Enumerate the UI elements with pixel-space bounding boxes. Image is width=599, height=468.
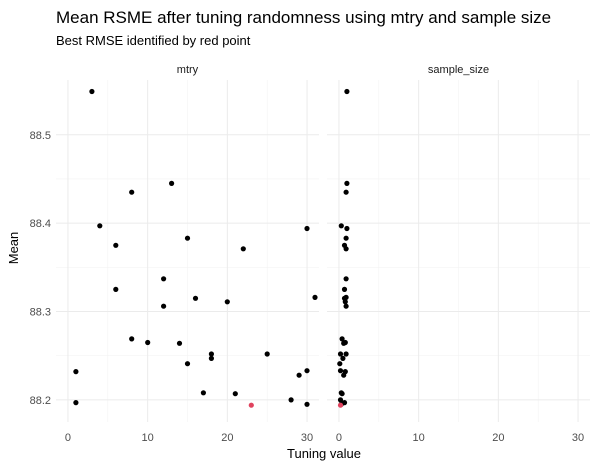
data-point [73,400,79,406]
panel-sample-size: sample_size 0 10 20 30 [327,64,590,444]
data-point [145,339,151,346]
data-point [129,189,135,195]
y-tick-label: 88.5 [30,130,51,142]
chart-subtitle: Best RMSE identified by red point [56,33,251,48]
data-point [184,235,191,241]
panel-mtry: mtry 0 10 20 30 [56,64,319,444]
y-axis-ticks: 88.2 88.3 88.4 88.5 [30,130,51,407]
data-point [176,340,183,346]
data-point [343,276,349,282]
facet-label: mtry [177,64,199,76]
data-point [337,361,343,367]
data-point [89,88,95,95]
data-point [97,223,103,229]
data-point [129,336,135,342]
data-point [192,295,199,301]
data-point [343,351,349,357]
data-point [73,369,79,375]
x-tick-label: 20 [492,432,504,444]
data-point [264,351,270,357]
x-tick-label: 30 [301,432,313,444]
x-axis-title: Tuning value [287,446,361,461]
data-point [232,391,238,397]
best-point [248,402,254,408]
data-point [224,299,230,305]
y-tick-label: 88.3 [30,307,51,319]
data-point [208,351,214,357]
data-point [200,390,206,396]
data-point [339,391,345,397]
data-point [161,303,167,309]
data-point [312,294,318,300]
data-point [304,225,310,232]
data-point [341,372,347,378]
data-point [288,397,294,403]
data-point [304,368,310,374]
data-point [339,336,345,342]
data-point [343,246,349,252]
data-point [344,180,350,186]
data-point [240,246,246,252]
data-point [296,372,302,378]
data-point [343,235,349,241]
data-point [344,88,350,95]
data-point [341,286,348,292]
y-tick-label: 88.4 [30,218,51,230]
data-point [337,368,344,374]
x-tick-label: 0 [336,432,342,444]
data-point [113,242,119,248]
data-point [113,286,119,292]
x-tick-label: 20 [221,432,233,444]
data-point [338,223,344,229]
data-point [343,189,349,195]
data-point [304,401,310,407]
data-point [343,303,349,309]
data-point [161,276,167,282]
data-point [340,355,346,361]
data-point [208,355,214,361]
data-point [341,340,347,346]
y-tick-label: 88.2 [30,395,51,407]
x-tick-label: 10 [413,432,425,444]
data-point [184,361,191,367]
data-point [169,180,175,186]
data-point [337,351,344,357]
facet-label: sample_size [428,64,489,76]
x-tick-label: 0 [65,432,71,444]
chart-title: Mean RSME after tuning randomness using … [56,8,551,27]
x-tick-label: 30 [572,432,584,444]
y-axis-title: Mean [6,232,21,265]
best-point [337,402,344,408]
data-point [344,225,350,232]
data-point [342,299,348,305]
data-point [337,397,344,403]
x-tick-label: 10 [142,432,154,444]
